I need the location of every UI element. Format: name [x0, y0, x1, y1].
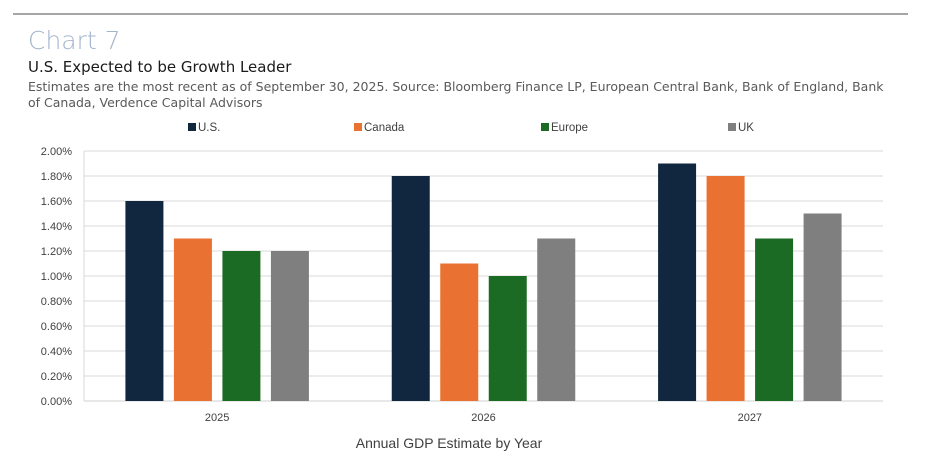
y-tick-label: 0.20% — [41, 371, 72, 383]
legend-swatch-uk — [728, 123, 736, 131]
bar-us-2025 — [125, 201, 164, 401]
legend-swatch-europe — [541, 123, 549, 131]
x-axis: 2025 2026 2027 — [205, 412, 762, 424]
bar-us-2026 — [391, 176, 430, 401]
y-tick-label: 1.40% — [41, 221, 72, 233]
x-axis-title: Annual GDP Estimate by Year — [356, 435, 543, 451]
bars — [125, 163, 842, 401]
bar-us-2027 — [658, 163, 697, 401]
legend-label: Europe — [551, 122, 588, 134]
bar-canada-2026 — [440, 263, 479, 401]
y-tick-label: 2.00% — [41, 146, 72, 158]
bar-uk-2025 — [270, 251, 309, 401]
y-tick-label: 0.40% — [41, 346, 72, 358]
bar-canada-2027 — [706, 176, 745, 401]
bar-canada-2025 — [173, 238, 212, 401]
y-tick-label: 1.00% — [41, 271, 72, 283]
gridlines — [84, 150, 883, 402]
y-tick-label: 1.60% — [41, 196, 72, 208]
legend-swatch-canada — [354, 123, 362, 131]
x-tick-label: 2027 — [738, 412, 762, 424]
y-tick-label: 0.80% — [41, 296, 72, 308]
y-axis: 0.00% 0.20% 0.40% 0.60% 0.80% 1.00% 1.20% 1.40%… — [41, 146, 85, 408]
bar-europe-2027 — [755, 238, 794, 401]
bar-europe-2025 — [222, 251, 261, 401]
y-tick-label: 0.00% — [41, 396, 72, 408]
y-tick-label: 1.80% — [41, 171, 72, 183]
chart-title: U.S. Expected to be Growth Leader — [28, 58, 292, 76]
y-tick-label: 0.60% — [41, 321, 72, 333]
legend: U.S. Canada Europe UK — [188, 122, 754, 134]
top-divider — [13, 13, 908, 15]
x-tick-label: 2025 — [205, 412, 229, 424]
bar-europe-2026 — [488, 276, 527, 401]
chart-number-label: Chart 7 — [28, 26, 121, 55]
chart-subtitle: Estimates are the most recent as of Sept… — [28, 79, 884, 110]
legend-swatch-us — [188, 123, 196, 131]
bar-uk-2027 — [803, 213, 842, 401]
x-tick-label: 2026 — [471, 412, 495, 424]
legend-label: U.S. — [198, 122, 220, 134]
bar-uk-2026 — [537, 238, 576, 401]
legend-label: UK — [738, 122, 754, 134]
y-tick-label: 1.20% — [41, 246, 72, 258]
legend-label: Canada — [364, 122, 405, 134]
